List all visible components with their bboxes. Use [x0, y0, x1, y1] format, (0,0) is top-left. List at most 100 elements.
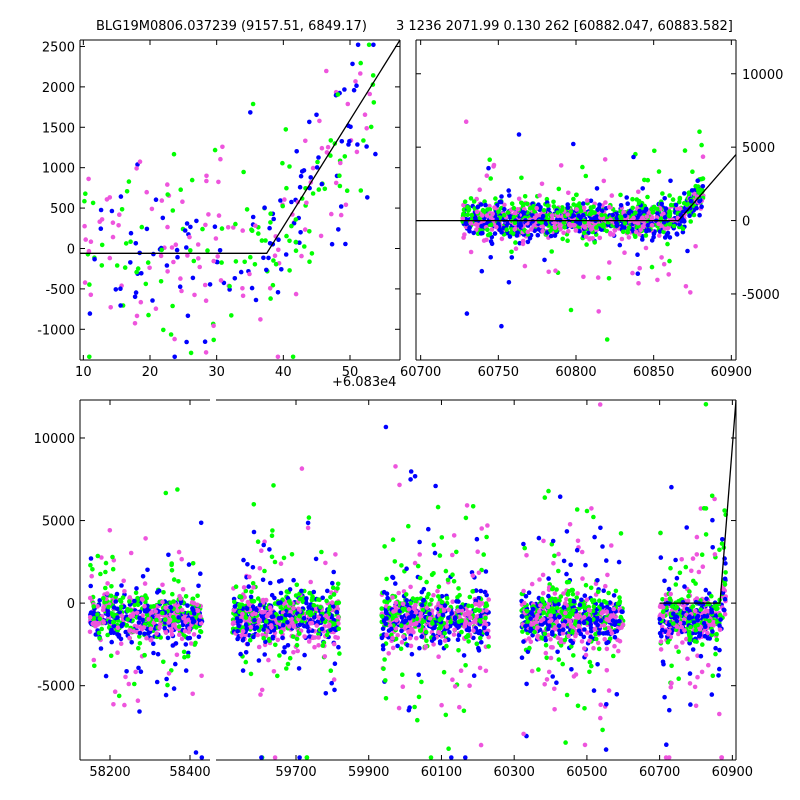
data-point	[667, 193, 672, 198]
data-point	[480, 213, 485, 218]
data-point	[151, 604, 156, 609]
data-point	[92, 256, 97, 262]
data-point	[267, 241, 273, 246]
data-point	[586, 616, 592, 621]
data-point	[662, 196, 667, 201]
data-point	[134, 610, 140, 616]
data-point	[262, 568, 267, 574]
data-point	[310, 165, 316, 171]
data-point	[660, 597, 665, 602]
data-point	[142, 652, 147, 658]
data-point	[153, 609, 158, 614]
data-point	[256, 644, 262, 650]
data-point	[178, 187, 183, 192]
data-point	[87, 595, 93, 601]
data-point	[266, 611, 271, 617]
data-point	[405, 643, 410, 648]
data-point	[649, 223, 655, 228]
x-tick-label: 20	[142, 365, 159, 380]
data-point	[260, 598, 266, 603]
data-point	[99, 263, 105, 268]
data-point	[118, 194, 124, 199]
data-point	[335, 581, 341, 587]
data-point	[555, 210, 560, 215]
data-point	[205, 248, 210, 253]
data-point	[551, 204, 557, 209]
data-point	[480, 207, 486, 213]
data-point	[373, 151, 378, 157]
data-point	[278, 629, 284, 635]
data-point	[393, 626, 399, 631]
data-point	[337, 183, 343, 189]
data-points	[87, 402, 728, 760]
data-point	[193, 640, 198, 646]
data-point	[178, 596, 183, 601]
data-point	[165, 635, 171, 641]
data-point	[471, 628, 476, 633]
data-point	[307, 634, 312, 639]
data-point	[157, 625, 162, 630]
data-point	[140, 597, 145, 602]
data-point	[463, 663, 468, 668]
data-point	[637, 265, 642, 271]
data-point	[99, 555, 104, 560]
data-point	[664, 232, 670, 238]
data-point	[364, 144, 369, 149]
data-point	[499, 230, 504, 235]
data-point	[382, 544, 387, 549]
data-point	[622, 221, 628, 226]
data-point	[567, 598, 573, 603]
data-point	[248, 110, 253, 115]
data-point	[474, 641, 480, 647]
data-point	[243, 622, 249, 627]
data-point	[319, 181, 325, 187]
data-point	[616, 648, 621, 654]
data-point	[566, 229, 571, 234]
data-point	[492, 231, 498, 236]
data-point	[118, 641, 124, 646]
data-point	[468, 615, 473, 620]
data-point	[464, 627, 470, 633]
data-point	[134, 313, 140, 319]
data-point	[667, 221, 673, 227]
data-point	[368, 124, 374, 130]
data-point	[87, 629, 93, 635]
data-point	[622, 225, 627, 230]
data-point	[491, 164, 496, 169]
data-point	[331, 592, 337, 597]
data-point	[144, 226, 150, 232]
data-point	[136, 645, 141, 651]
data-point	[111, 623, 117, 629]
data-point	[603, 747, 609, 752]
data-point	[354, 149, 360, 155]
data-point	[290, 634, 296, 639]
data-point	[253, 297, 259, 303]
data-point	[484, 631, 490, 637]
data-point	[158, 253, 164, 259]
data-point	[674, 232, 680, 237]
data-point	[546, 269, 551, 275]
data-point	[656, 221, 661, 227]
data-point	[571, 202, 576, 207]
data-point	[389, 626, 394, 632]
data-point	[324, 598, 329, 604]
data-point	[668, 202, 674, 208]
data-point	[542, 257, 547, 263]
data-point	[548, 655, 554, 661]
data-point	[266, 657, 271, 663]
data-point	[483, 601, 489, 606]
data-point	[262, 652, 268, 657]
data-point	[287, 587, 293, 592]
data-point	[556, 602, 561, 607]
data-point	[461, 235, 466, 240]
data-point	[505, 220, 511, 226]
data-point	[267, 547, 272, 552]
data-point	[98, 571, 103, 577]
data-point	[658, 555, 664, 560]
data-point	[396, 590, 402, 596]
x-tick-label: 30	[208, 365, 225, 380]
data-point	[268, 211, 273, 216]
data-point	[532, 215, 538, 220]
data-point	[252, 262, 258, 267]
data-point	[477, 628, 483, 634]
